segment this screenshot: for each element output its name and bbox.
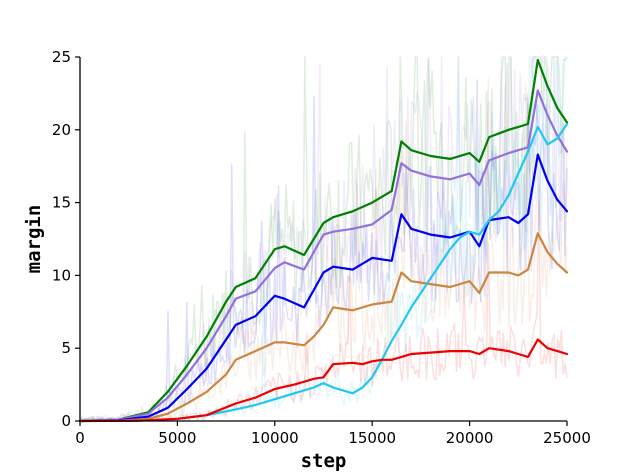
y-tick-label: 15 <box>52 194 71 212</box>
series-line-5 <box>78 122 569 423</box>
y-tick-label: 0 <box>61 412 71 430</box>
x-tick-label: 20000 <box>446 429 494 447</box>
y-axis-title: margin <box>23 205 45 274</box>
series-layer <box>78 58 569 423</box>
x-tick-label: 25000 <box>543 429 591 447</box>
x-tick-label: 5000 <box>158 429 196 447</box>
y-tick-label: 5 <box>61 339 71 357</box>
x-axis-title: step <box>301 450 347 472</box>
series-line-1 <box>78 58 569 423</box>
series-line-3 <box>78 153 569 423</box>
noise-trace-2 <box>79 56 568 422</box>
x-tick-label: 15000 <box>348 429 396 447</box>
y-tick-label: 25 <box>52 48 71 66</box>
series-line-2 <box>78 89 569 423</box>
x-axis-ticks: 0 5000 10000 15000 20000 25000 <box>75 421 591 447</box>
raw-noise-layer <box>79 56 568 422</box>
x-tick-label: 10000 <box>251 429 299 447</box>
x-tick-label: 0 <box>75 429 85 447</box>
y-tick-label: 20 <box>52 121 71 139</box>
series-line-6 <box>78 338 569 423</box>
y-axis-ticks: 0 5 10 15 20 25 <box>52 48 80 430</box>
series-line-4 <box>78 232 569 423</box>
axes-layer: 0 5000 10000 15000 20000 25000 0 5 10 15 20 25 ste… <box>23 48 591 472</box>
y-tick-label: 10 <box>52 266 71 284</box>
